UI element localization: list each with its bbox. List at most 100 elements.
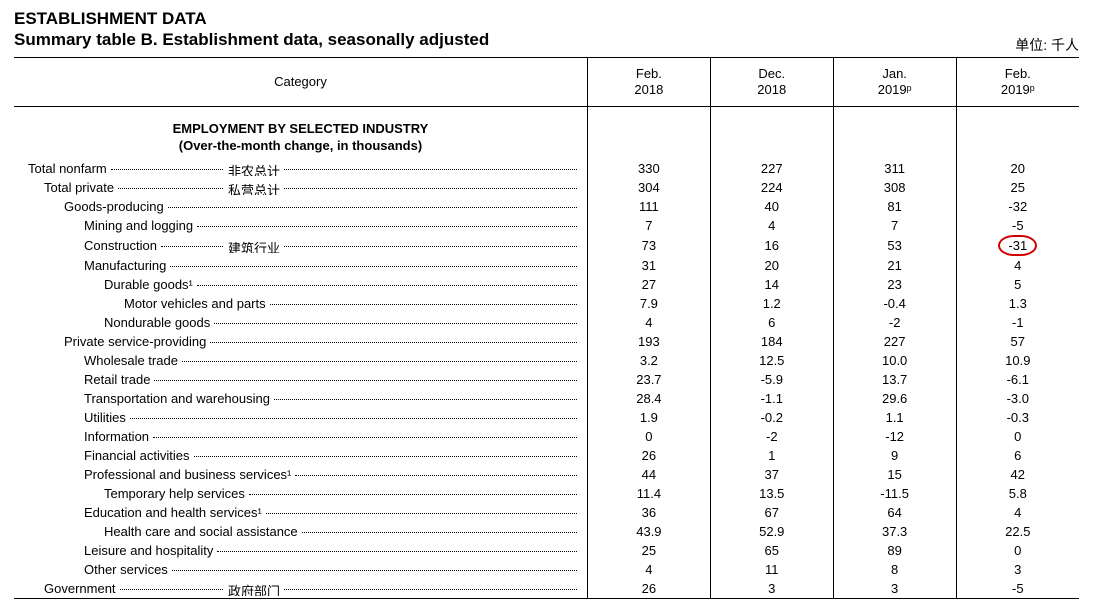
- col-dec-2018: Dec.2018: [710, 57, 833, 107]
- leader-dots: [274, 399, 577, 400]
- data-cell: 42: [956, 465, 1079, 484]
- data-cell: -0.2: [710, 408, 833, 427]
- section-heading: EMPLOYMENT BY SELECTED INDUSTRY: [14, 107, 587, 139]
- col-feb-2018: Feb.2018: [587, 57, 710, 107]
- data-cell: -5.9: [710, 370, 833, 389]
- data-cell: 7: [833, 216, 956, 235]
- data-cell: 1.3: [956, 294, 1079, 313]
- data-cell: 81: [833, 197, 956, 216]
- data-cell: 23: [833, 275, 956, 294]
- data-cell: -2: [833, 313, 956, 332]
- row-label-cell: Wholesale trade: [14, 351, 587, 370]
- data-cell: 16: [710, 235, 833, 256]
- section-subheading: (Over-the-month change, in thousands): [14, 138, 587, 159]
- data-cell: -11.5: [833, 484, 956, 503]
- table-row: Leisure and hospitality2565890: [14, 541, 1079, 560]
- data-cell: -32: [956, 197, 1079, 216]
- data-cell: 31: [587, 256, 710, 275]
- row-label-cell: Mining and logging: [14, 216, 587, 235]
- row-label-cell: Manufacturing: [14, 256, 587, 275]
- data-cell: 14: [710, 275, 833, 294]
- leader-dots: [120, 589, 577, 590]
- leader-dots: [170, 266, 577, 267]
- data-cell: 52.9: [710, 522, 833, 541]
- data-cell: 4: [587, 313, 710, 332]
- data-cell: -12: [833, 427, 956, 446]
- data-cell: 4: [710, 216, 833, 235]
- data-cell: 227: [833, 332, 956, 351]
- data-cell: -3.0: [956, 389, 1079, 408]
- data-cell: 12.5: [710, 351, 833, 370]
- data-cell: 15: [833, 465, 956, 484]
- leader-dots: [168, 207, 577, 208]
- table-row: Government政府部门2633-5: [14, 579, 1079, 598]
- data-cell: 73: [587, 235, 710, 256]
- highlight-circle: -31: [998, 235, 1037, 256]
- data-cell: 311: [833, 159, 956, 178]
- data-cell: 330: [587, 159, 710, 178]
- data-cell: -0.3: [956, 408, 1079, 427]
- data-cell: 10.0: [833, 351, 956, 370]
- data-cell: 227: [710, 159, 833, 178]
- data-cell: 37.3: [833, 522, 956, 541]
- data-cell: 111: [587, 197, 710, 216]
- data-cell: 37: [710, 465, 833, 484]
- data-cell: 43.9: [587, 522, 710, 541]
- row-label-cell: Total private私营总计: [14, 178, 587, 197]
- leader-dots: [217, 551, 577, 552]
- row-annotation: 私营总计: [224, 180, 284, 195]
- data-cell: -5: [956, 216, 1079, 235]
- row-label: Information: [84, 429, 151, 444]
- data-cell: -5: [956, 579, 1079, 598]
- row-label: Mining and logging: [84, 218, 195, 233]
- table-row: Private service-providing19318422757: [14, 332, 1079, 351]
- table-row: Financial activities26196: [14, 446, 1079, 465]
- row-label: Professional and business services¹: [84, 467, 293, 482]
- data-cell: 3.2: [587, 351, 710, 370]
- row-label: Motor vehicles and parts: [124, 296, 268, 311]
- row-annotation: 政府部门: [224, 581, 284, 596]
- row-label-cell: Health care and social assistance: [14, 522, 587, 541]
- row-label: Other services: [84, 562, 170, 577]
- table-row: Goods-producing1114081-32: [14, 197, 1079, 216]
- table-row: Wholesale trade3.212.510.010.9: [14, 351, 1079, 370]
- table-row: Construction建筑行业731653-31: [14, 235, 1079, 256]
- data-cell: 11: [710, 560, 833, 579]
- row-label-cell: Information: [14, 427, 587, 446]
- data-cell: 65: [710, 541, 833, 560]
- table-row: Education and health services¹3667644: [14, 503, 1079, 522]
- data-cell: -0.4: [833, 294, 956, 313]
- row-label-cell: Education and health services¹: [14, 503, 587, 522]
- data-cell: 3: [833, 579, 956, 598]
- data-cell: 40: [710, 197, 833, 216]
- data-cell: 1.9: [587, 408, 710, 427]
- col-feb-2019: Feb.2019ᵖ: [956, 57, 1079, 107]
- data-cell: 0: [587, 427, 710, 446]
- leader-dots: [154, 380, 576, 381]
- leader-dots: [172, 570, 577, 571]
- data-cell: 4: [587, 560, 710, 579]
- data-cell: 0: [956, 427, 1079, 446]
- data-cell: 25: [956, 178, 1079, 197]
- row-label-cell: Motor vehicles and parts: [14, 294, 587, 313]
- data-cell: -2: [710, 427, 833, 446]
- row-label-cell: Durable goods¹: [14, 275, 587, 294]
- data-cell: 53: [833, 235, 956, 256]
- data-cell: 29.6: [833, 389, 956, 408]
- data-cell: 184: [710, 332, 833, 351]
- row-label: Leisure and hospitality: [84, 543, 215, 558]
- row-annotation: 建筑行业: [224, 238, 284, 253]
- data-cell: 193: [587, 332, 710, 351]
- data-cell: 304: [587, 178, 710, 197]
- data-cell: 13.7: [833, 370, 956, 389]
- data-cell: 9: [833, 446, 956, 465]
- data-cell: 6: [710, 313, 833, 332]
- table-row: Total nonfarm非农总计33022731120: [14, 159, 1079, 178]
- row-label: Durable goods¹: [104, 277, 195, 292]
- row-label: Financial activities: [84, 448, 192, 463]
- data-cell: 36: [587, 503, 710, 522]
- table-row: Information0-2-120: [14, 427, 1079, 446]
- row-label: Transportation and warehousing: [84, 391, 272, 406]
- row-label: Retail trade: [84, 372, 152, 387]
- data-table: Category Feb.2018 Dec.2018 Jan.2019ᵖ Feb…: [14, 57, 1079, 599]
